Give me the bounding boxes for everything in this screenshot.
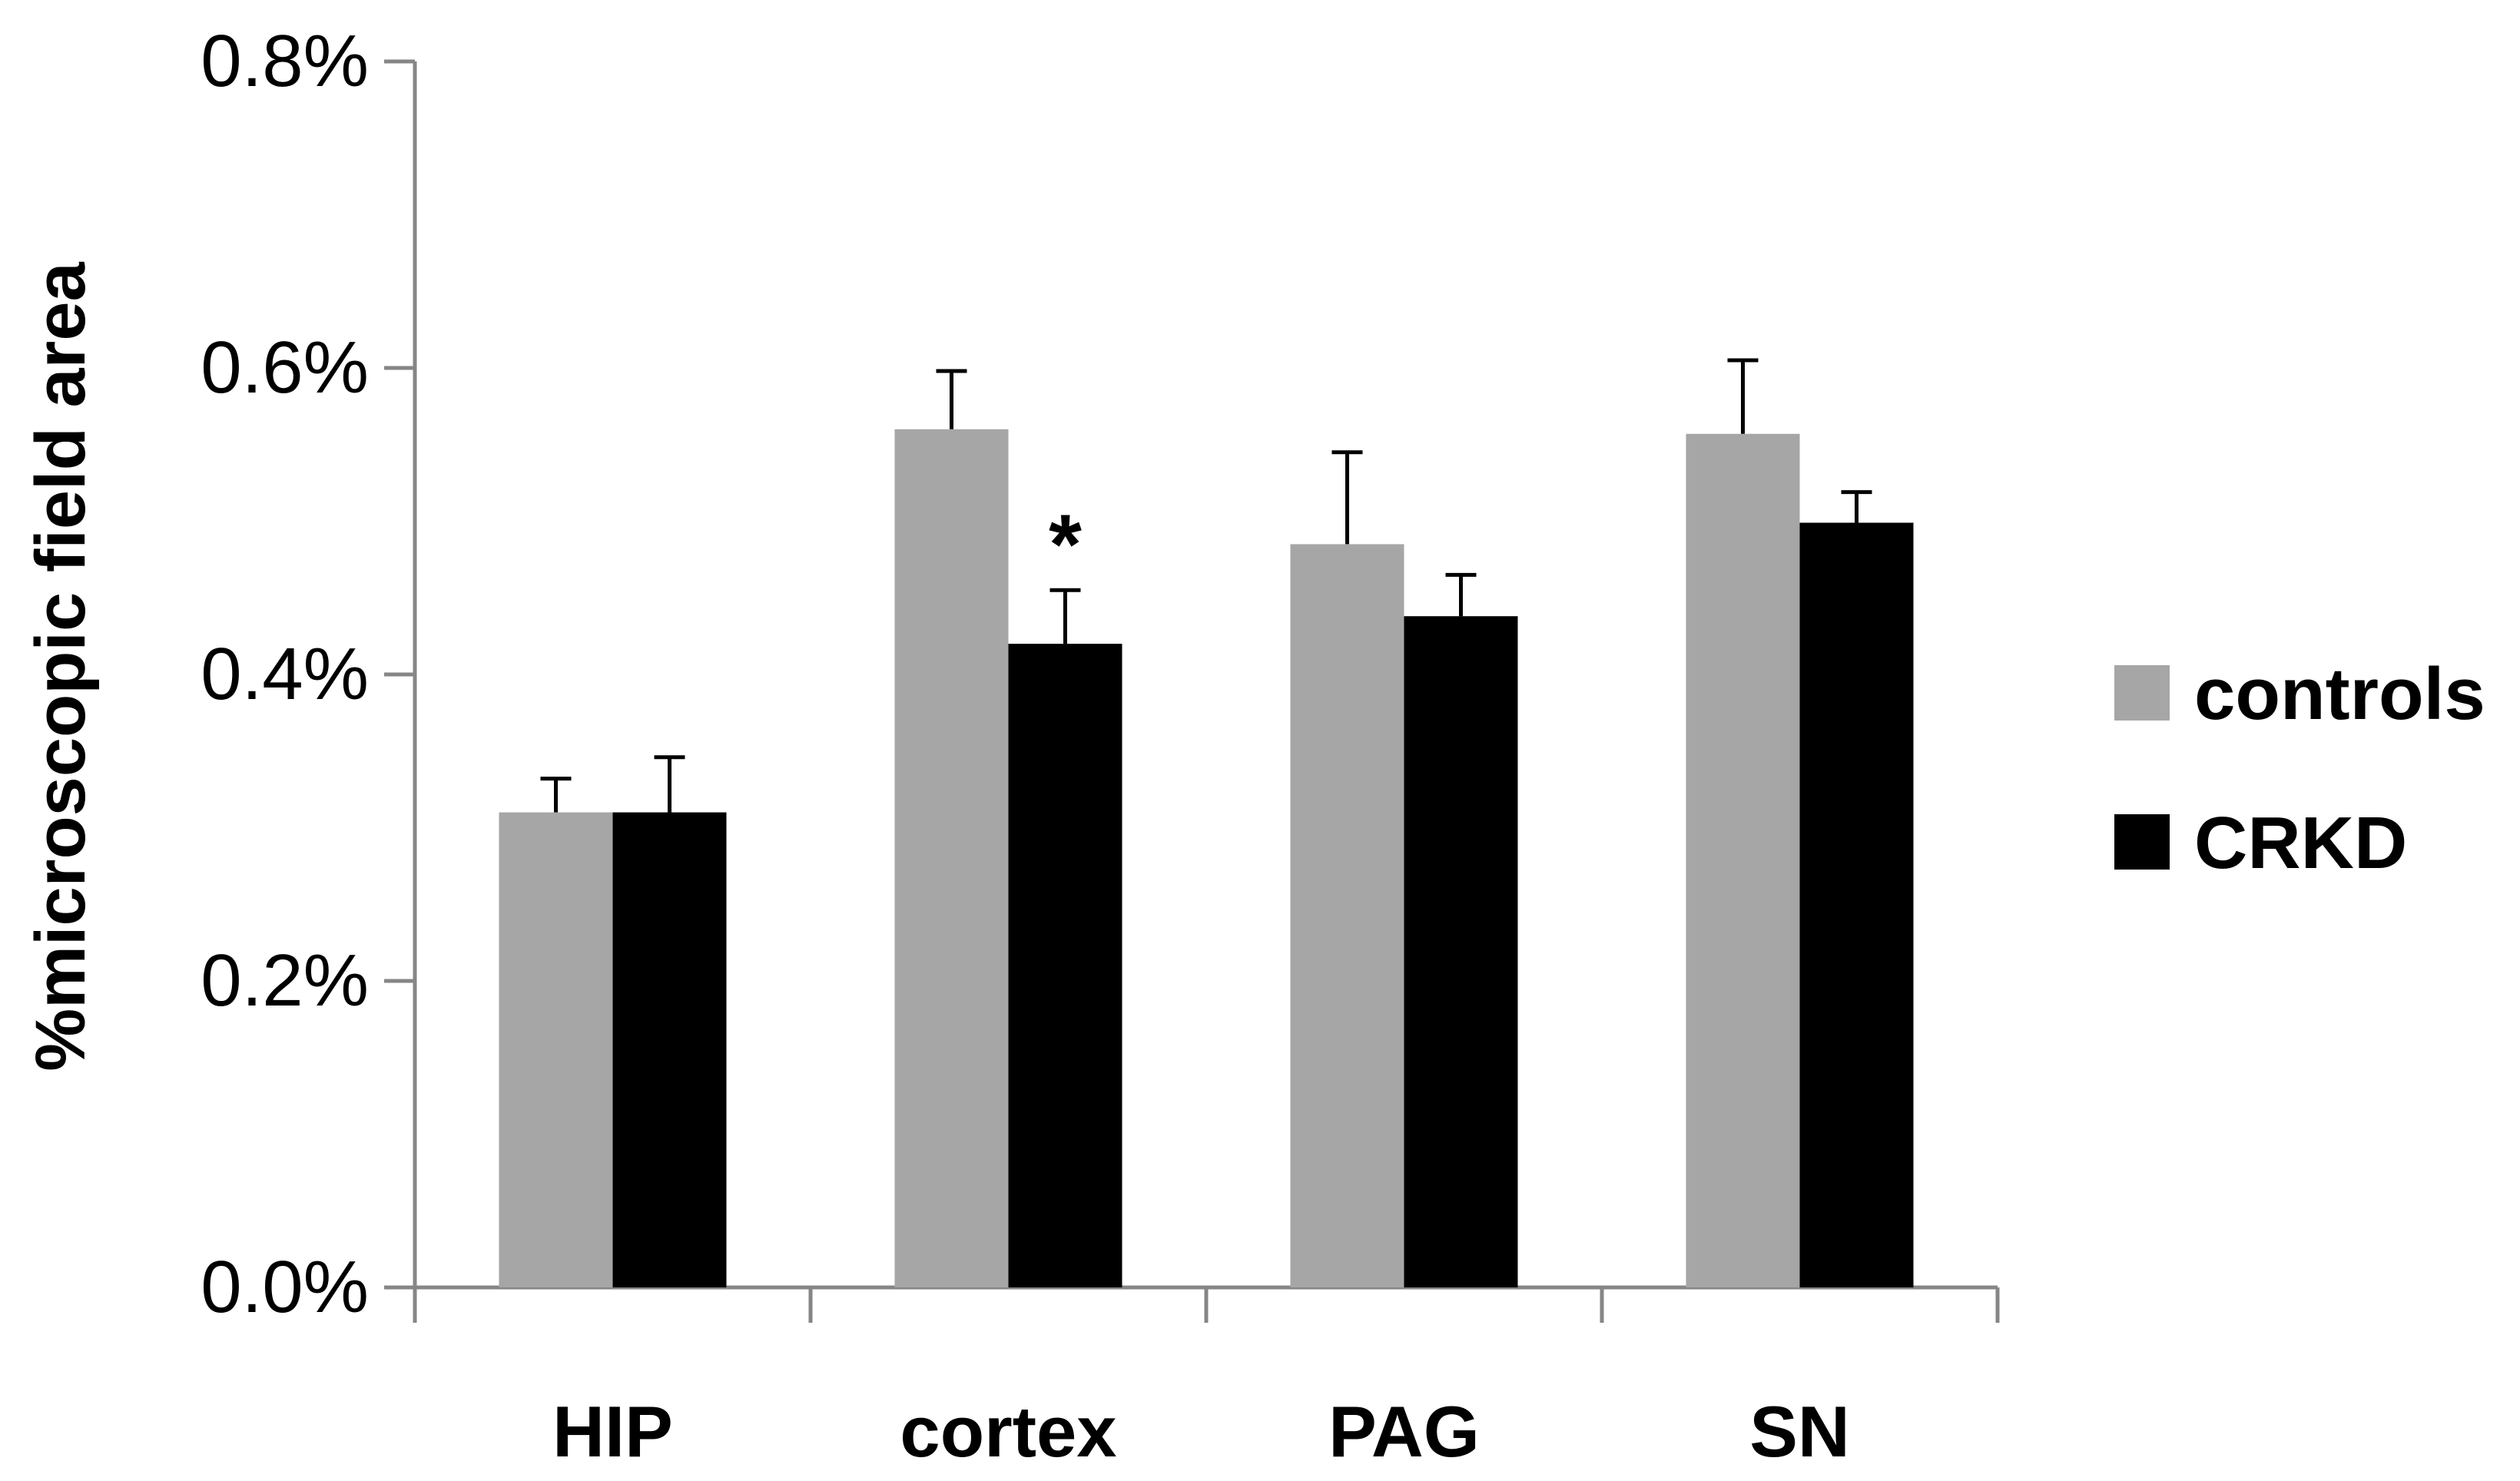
significance-marker: * [1049, 497, 1082, 591]
x-axis-labels: HIP cortex PAG SN [552, 1391, 1850, 1472]
bar-controls-cortex [894, 429, 1009, 1287]
error-bars [540, 358, 1872, 813]
y-tick-label: 0.6% [201, 326, 369, 409]
bar-CRKD-SN [1799, 522, 1914, 1287]
legend-label-CRKD: CRKD [2194, 802, 2407, 884]
y-tick-label: 0.0% [201, 1246, 369, 1328]
bars [499, 429, 1914, 1288]
bar-CRKD-HIP [612, 812, 727, 1287]
bar-CRKD-PAG [1404, 616, 1518, 1287]
x-tick-label: PAG [1328, 1391, 1480, 1472]
legend: controls CRKD [2114, 653, 2485, 884]
legend-label-controls: controls [2194, 653, 2485, 735]
y-tick-label: 0.4% [201, 633, 369, 715]
y-tick-label: 0.2% [201, 939, 369, 1022]
y-tick-label: 0.8% [201, 20, 369, 102]
x-tick-label: cortex [900, 1391, 1116, 1472]
legend-swatch-CRKD [2114, 814, 2170, 870]
bar-controls-SN [1686, 433, 1800, 1288]
bar-controls-HIP [499, 812, 613, 1287]
bar-controls-PAG [1290, 544, 1404, 1287]
y-axis-title: %microscopic field area [22, 262, 100, 1072]
y-axis-ticks: 0.0% 0.2% 0.4% 0.6% 0.8% [201, 20, 415, 1328]
x-tick-label: SN [1749, 1391, 1850, 1472]
annotations: * [1049, 497, 1082, 591]
legend-swatch-controls [2114, 665, 2170, 721]
x-tick-label: HIP [552, 1391, 673, 1472]
bar-CRKD-cortex [1008, 644, 1122, 1287]
